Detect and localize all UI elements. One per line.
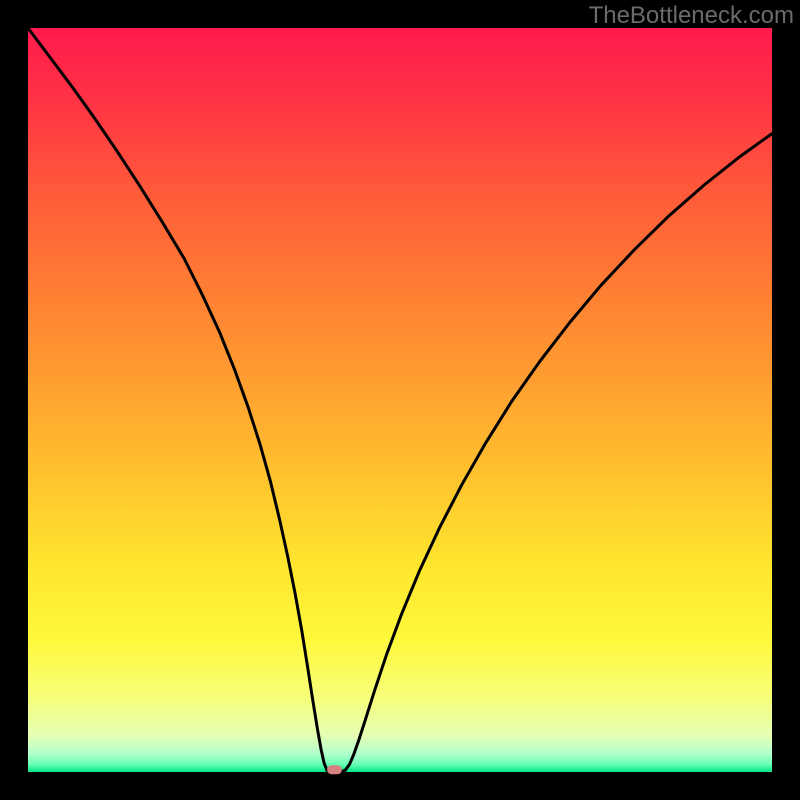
watermark-text: TheBottleneck.com: [589, 2, 794, 30]
chart-frame: TheBottleneck.com: [0, 0, 800, 800]
bottleneck-curve: [28, 28, 772, 772]
plot-area: [28, 28, 772, 772]
minimum-marker: [327, 765, 342, 774]
curve-layer: [28, 28, 772, 772]
